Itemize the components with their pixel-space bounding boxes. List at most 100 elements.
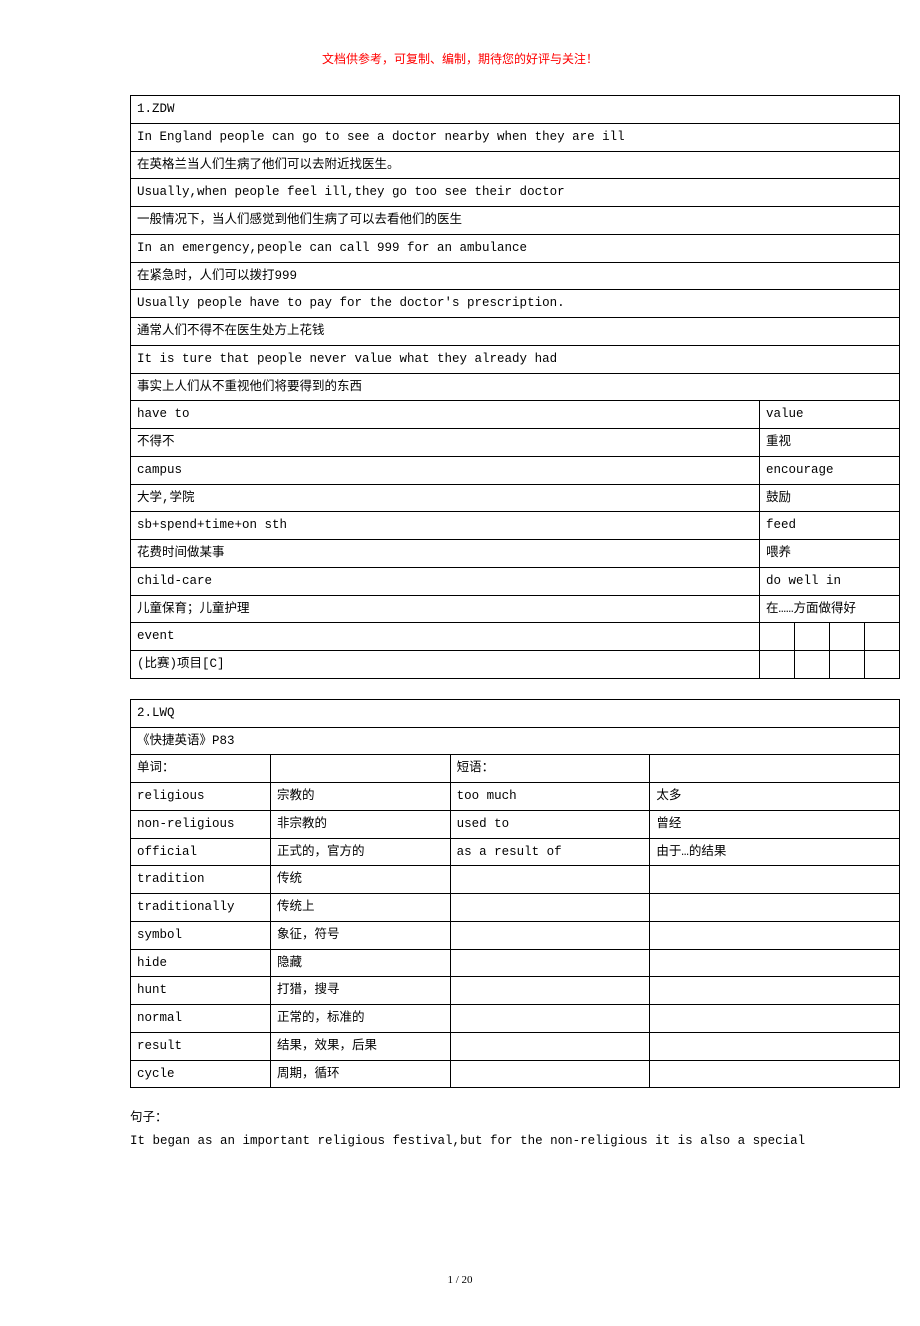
table1-title: 1.ZDW (131, 96, 900, 124)
phrase-en: used to (450, 810, 650, 838)
vocab-word: cycle (131, 1060, 271, 1088)
phrase-en (450, 977, 650, 1005)
phrase-zh (650, 1060, 900, 1088)
vocab-def: 传统上 (270, 894, 450, 922)
vocab-word: normal (131, 1005, 271, 1033)
phrase-en (450, 949, 650, 977)
col-header: 短语： (450, 755, 650, 783)
table-row: Usually people have to pay for the docto… (131, 290, 900, 318)
table-row: 大学,学院 鼓励 (131, 484, 900, 512)
empty-cell (830, 623, 865, 651)
table-row: 1.ZDW (131, 96, 900, 124)
vocab-def: 打猎，搜寻 (270, 977, 450, 1005)
sentence-en: In England people can go to see a doctor… (131, 123, 900, 151)
table-row: 《快捷英语》P83 (131, 727, 900, 755)
phrase-en (450, 1032, 650, 1060)
vocab-left-zh: 不得不 (131, 429, 760, 457)
vocab-word: hide (131, 949, 271, 977)
empty-cell (760, 651, 795, 679)
vocab-word: official (131, 838, 271, 866)
table-row: result 结果，效果，后果 (131, 1032, 900, 1060)
vocab-right-zh: 在……方面做得好 (760, 595, 900, 623)
table-row: Usually,when people feel ill,they go too… (131, 179, 900, 207)
vocab-word: tradition (131, 866, 271, 894)
phrase-en: as a result of (450, 838, 650, 866)
sentence-en: In an emergency,people can call 999 for … (131, 234, 900, 262)
sentence-zh: 通常人们不得不在医生处方上花钱 (131, 318, 900, 346)
spacer (130, 679, 790, 699)
vocab-word: religious (131, 783, 271, 811)
vocab-word: result (131, 1032, 271, 1060)
vocab-left-en: child-care (131, 567, 760, 595)
table-row: It is ture that people never value what … (131, 345, 900, 373)
table-row: hide 隐藏 (131, 949, 900, 977)
vocab-right-zh: 喂养 (760, 540, 900, 568)
phrase-en: too much (450, 783, 650, 811)
phrase-en (450, 921, 650, 949)
vocab-def: 宗教的 (270, 783, 450, 811)
vocab-right-en: value (760, 401, 900, 429)
col-header (270, 755, 450, 783)
phrase-en (450, 1060, 650, 1088)
table-row: sb+spend+time+on sth feed (131, 512, 900, 540)
table-row: traditionally 传统上 (131, 894, 900, 922)
table-lwq: 2.LWQ 《快捷英语》P83 单词： 短语： religious 宗教的 to… (130, 699, 900, 1089)
empty-cell (865, 651, 900, 679)
vocab-left-en: have to (131, 401, 760, 429)
sentence-line: It began as an important religious festi… (130, 1130, 900, 1154)
header-note: 文档供参考，可复制、编制，期待您的好评与关注！ (130, 50, 790, 67)
phrase-zh: 由于…的结果 (650, 838, 900, 866)
table-row: 通常人们不得不在医生处方上花钱 (131, 318, 900, 346)
table-row: 在英格兰当人们生病了他们可以去附近找医生。 (131, 151, 900, 179)
phrase-en (450, 894, 650, 922)
phrase-zh: 曾经 (650, 810, 900, 838)
vocab-word: traditionally (131, 894, 271, 922)
vocab-right-zh: 重视 (760, 429, 900, 457)
empty-cell (830, 651, 865, 679)
sentence-zh: 在英格兰当人们生病了他们可以去附近找医生。 (131, 151, 900, 179)
col-header (650, 755, 900, 783)
vocab-right-zh: 鼓励 (760, 484, 900, 512)
vocab-right-en: feed (760, 512, 900, 540)
col-header: 单词： (131, 755, 271, 783)
table-row: In an emergency,people can call 999 for … (131, 234, 900, 262)
table-row: 事实上人们从不重视他们将要得到的东西 (131, 373, 900, 401)
document-page: 文档供参考，可复制、编制，期待您的好评与关注！ 1.ZDW In England… (0, 0, 920, 1326)
sentence-zh: 事实上人们从不重视他们将要得到的东西 (131, 373, 900, 401)
vocab-def: 隐藏 (270, 949, 450, 977)
table-row: In England people can go to see a doctor… (131, 123, 900, 151)
table-row: religious 宗教的 too much 太多 (131, 783, 900, 811)
sentence-zh: 在紧急时，人们可以拨打999 (131, 262, 900, 290)
table-row: have to value (131, 401, 900, 429)
vocab-def: 周期，循环 (270, 1060, 450, 1088)
phrase-en (450, 1005, 650, 1033)
empty-cell (865, 623, 900, 651)
vocab-def: 传统 (270, 866, 450, 894)
empty-cell (760, 623, 795, 651)
table-row: cycle 周期，循环 (131, 1060, 900, 1088)
phrase-en (450, 866, 650, 894)
table2-title: 2.LWQ (131, 699, 900, 727)
vocab-left-en: sb+spend+time+on sth (131, 512, 760, 540)
phrase-zh (650, 977, 900, 1005)
phrase-zh (650, 1005, 900, 1033)
sentence-zh: 一般情况下，当人们感觉到他们生病了可以去看他们的医生 (131, 207, 900, 235)
vocab-def: 结果，效果，后果 (270, 1032, 450, 1060)
vocab-def: 正式的，官方的 (270, 838, 450, 866)
table-row: 花费时间做某事 喂养 (131, 540, 900, 568)
sentence-block: 句子： It began as an important religious f… (130, 1106, 900, 1154)
page-number: 1 / 20 (130, 1274, 790, 1286)
vocab-left-en: campus (131, 456, 760, 484)
table-row: child-care do well in (131, 567, 900, 595)
phrase-zh: 太多 (650, 783, 900, 811)
table-row: 在紧急时，人们可以拨打999 (131, 262, 900, 290)
table-row: 儿童保育；儿童护理 在……方面做得好 (131, 595, 900, 623)
table-zdw: 1.ZDW In England people can go to see a … (130, 95, 900, 679)
empty-cell (795, 623, 830, 651)
table-row: 不得不 重视 (131, 429, 900, 457)
table-row: normal 正常的，标准的 (131, 1005, 900, 1033)
table-row: tradition 传统 (131, 866, 900, 894)
table-row: 2.LWQ (131, 699, 900, 727)
vocab-word: hunt (131, 977, 271, 1005)
vocab-left-zh: (比赛)项目[C] (131, 651, 760, 679)
